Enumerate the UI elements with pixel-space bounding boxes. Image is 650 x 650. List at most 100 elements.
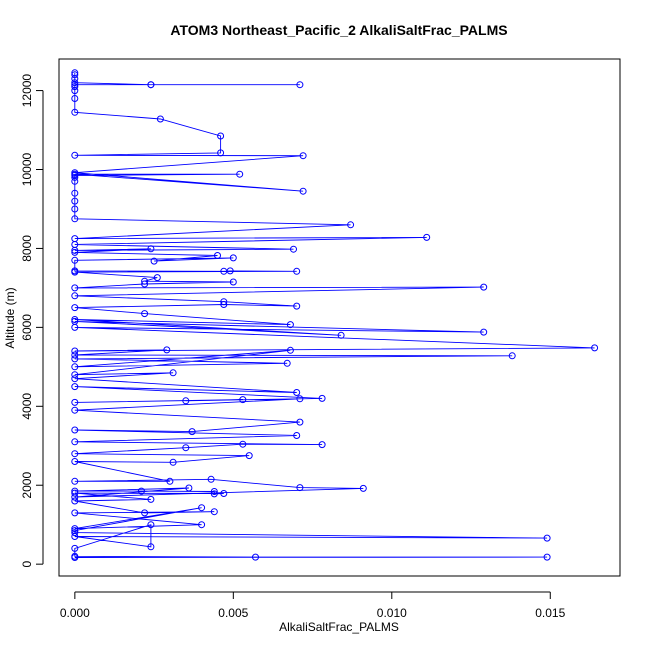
data-point (236, 170, 244, 178)
data-point (71, 375, 79, 383)
data-point (147, 245, 155, 253)
data-point (210, 490, 218, 498)
data-point (359, 484, 367, 492)
x-axis-label: AlkaliSaltFrac_PALMS (279, 620, 399, 634)
data-point (71, 355, 79, 363)
data-point (71, 189, 79, 197)
plot-frame (58, 58, 621, 577)
data-point (337, 331, 345, 339)
data-point (71, 316, 79, 323)
data-point (226, 267, 234, 275)
y-tick-label: 8000 (20, 235, 34, 262)
data-point (252, 553, 259, 561)
y-axis-label: Altitude (m) (3, 287, 17, 348)
data-point (185, 484, 193, 492)
data-point (293, 432, 301, 439)
data-point (299, 187, 307, 195)
data-point (71, 487, 79, 495)
data-point (71, 246, 79, 254)
data-point (71, 351, 79, 359)
y-axis: 0 2000 4000 6000 8000 10000 12000 (20, 74, 44, 568)
data-series (71, 69, 599, 561)
data-point (198, 521, 206, 529)
data-point (71, 554, 79, 561)
y-tick-label: 0 (20, 561, 34, 568)
data-point (141, 509, 149, 517)
data-point (153, 274, 161, 282)
data-point (210, 488, 218, 495)
data-point (141, 277, 149, 285)
data-point (71, 177, 79, 185)
data-point (293, 302, 301, 310)
data-point (71, 509, 79, 517)
data-point (71, 363, 79, 371)
data-point (480, 283, 488, 291)
data-point (71, 383, 79, 391)
data-point (169, 458, 177, 466)
data-point (71, 268, 79, 276)
data-point (229, 254, 237, 262)
data-point (71, 323, 79, 331)
x-tick-label: 0.010 (377, 606, 407, 620)
data-point (182, 444, 190, 452)
data-point (137, 487, 145, 495)
data-point (423, 233, 431, 241)
x-tick-label: 0.005 (218, 606, 248, 620)
data-point (296, 484, 304, 492)
data-point (71, 533, 79, 540)
data-point (214, 252, 221, 259)
data-point (182, 397, 190, 405)
data-point (71, 256, 79, 264)
data-point (71, 450, 79, 458)
data-point (591, 344, 599, 352)
data-point (71, 197, 79, 205)
data-point (156, 115, 164, 123)
data-point (147, 543, 155, 551)
y-tick-label: 2000 (20, 472, 34, 499)
y-tick-label: 10000 (20, 152, 34, 186)
data-point (71, 477, 79, 485)
data-point (296, 418, 304, 426)
data-point (147, 495, 155, 503)
data-point (71, 95, 79, 102)
data-point (71, 347, 79, 355)
data-point (71, 83, 79, 91)
data-point (318, 441, 326, 449)
data-point (293, 267, 301, 275)
data-point (147, 521, 155, 529)
data-point (169, 369, 177, 377)
data-point (71, 173, 79, 181)
data-point (543, 534, 551, 542)
data-point (296, 395, 304, 403)
data-point (71, 284, 79, 292)
y-tick-label: 6000 (20, 314, 34, 341)
data-point (188, 428, 196, 436)
data-point (318, 394, 326, 402)
data-point (71, 304, 79, 312)
data-point (71, 426, 79, 434)
data-point (71, 406, 79, 414)
data-point (150, 257, 158, 265)
data-point (71, 438, 79, 446)
data-point (290, 245, 297, 253)
data-point (220, 298, 228, 306)
x-tick-label: 0.000 (60, 606, 90, 620)
data-point (347, 221, 355, 229)
data-point (71, 525, 79, 533)
data-point (141, 310, 149, 318)
data-point (71, 489, 79, 497)
data-point (166, 477, 174, 485)
data-point (71, 79, 79, 87)
data-point (71, 398, 79, 406)
data-point (207, 475, 215, 483)
data-point (71, 215, 79, 223)
data-point (217, 149, 225, 157)
data-point (286, 321, 294, 329)
data-point (210, 508, 218, 516)
data-point (299, 152, 307, 160)
y-tick-label: 4000 (20, 393, 34, 420)
data-point (239, 396, 247, 404)
data-point (163, 346, 171, 354)
data-point (220, 490, 228, 497)
